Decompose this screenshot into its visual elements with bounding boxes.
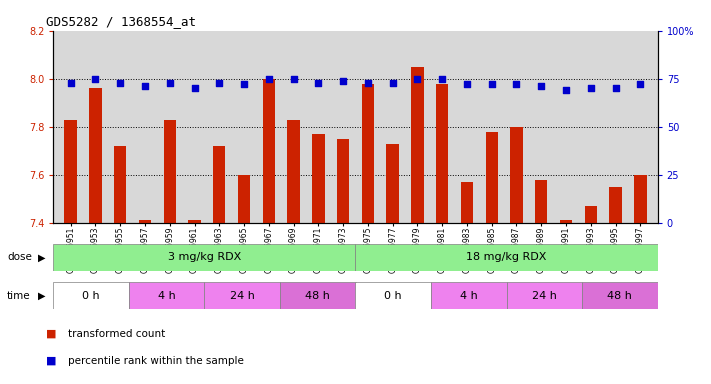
Point bbox=[338, 78, 349, 84]
Text: 24 h: 24 h bbox=[532, 291, 557, 301]
Text: percentile rank within the sample: percentile rank within the sample bbox=[68, 356, 243, 366]
Text: GDS5282 / 1368554_at: GDS5282 / 1368554_at bbox=[46, 15, 196, 28]
Point bbox=[461, 81, 473, 88]
Bar bbox=[560, 220, 572, 223]
Point bbox=[387, 79, 398, 86]
Bar bbox=[411, 67, 424, 223]
Point bbox=[288, 76, 299, 82]
Bar bbox=[461, 182, 473, 223]
Text: 18 mg/kg RDX: 18 mg/kg RDX bbox=[466, 252, 547, 262]
Point bbox=[437, 76, 448, 82]
Text: 4 h: 4 h bbox=[460, 291, 478, 301]
Text: transformed count: transformed count bbox=[68, 329, 165, 339]
Text: 0 h: 0 h bbox=[82, 291, 100, 301]
Point bbox=[114, 79, 126, 86]
Text: 48 h: 48 h bbox=[607, 291, 632, 301]
Point bbox=[560, 87, 572, 93]
Bar bbox=[506, 282, 582, 309]
Bar bbox=[205, 282, 280, 309]
Text: 4 h: 4 h bbox=[158, 291, 176, 301]
Point bbox=[213, 79, 225, 86]
Bar bbox=[287, 119, 300, 223]
Bar bbox=[164, 119, 176, 223]
Bar bbox=[431, 282, 506, 309]
Text: ■: ■ bbox=[46, 356, 57, 366]
Text: ▶: ▶ bbox=[38, 291, 46, 301]
Point bbox=[585, 85, 597, 91]
Text: 24 h: 24 h bbox=[230, 291, 255, 301]
Text: ▶: ▶ bbox=[38, 252, 46, 262]
Point bbox=[362, 79, 373, 86]
Point bbox=[164, 79, 176, 86]
Point bbox=[139, 83, 151, 89]
Point bbox=[486, 81, 498, 88]
Bar bbox=[312, 134, 324, 223]
Bar bbox=[535, 180, 547, 223]
Bar bbox=[356, 244, 658, 271]
Point bbox=[412, 76, 423, 82]
Bar bbox=[53, 282, 129, 309]
Point bbox=[189, 85, 201, 91]
Text: time: time bbox=[7, 291, 31, 301]
Point bbox=[610, 85, 621, 91]
Text: dose: dose bbox=[7, 252, 32, 262]
Bar bbox=[53, 244, 356, 271]
Bar bbox=[486, 131, 498, 223]
Bar bbox=[362, 83, 374, 223]
Bar bbox=[114, 146, 127, 223]
Text: 48 h: 48 h bbox=[305, 291, 330, 301]
Bar bbox=[262, 79, 275, 223]
Bar bbox=[387, 144, 399, 223]
Bar bbox=[280, 282, 356, 309]
Point bbox=[313, 79, 324, 86]
Bar bbox=[634, 175, 646, 223]
Bar bbox=[90, 88, 102, 223]
Bar bbox=[436, 83, 449, 223]
Point bbox=[535, 83, 547, 89]
Bar bbox=[510, 127, 523, 223]
Bar bbox=[65, 119, 77, 223]
Bar bbox=[139, 220, 151, 223]
Bar bbox=[129, 282, 205, 309]
Text: 0 h: 0 h bbox=[385, 291, 402, 301]
Bar bbox=[582, 282, 658, 309]
Bar bbox=[213, 146, 225, 223]
Point bbox=[65, 79, 76, 86]
Bar bbox=[584, 206, 597, 223]
Point bbox=[263, 76, 274, 82]
Text: 3 mg/kg RDX: 3 mg/kg RDX bbox=[168, 252, 241, 262]
Bar bbox=[609, 187, 621, 223]
Text: ■: ■ bbox=[46, 329, 57, 339]
Bar bbox=[337, 139, 349, 223]
Point bbox=[635, 81, 646, 88]
Bar bbox=[238, 175, 250, 223]
Bar bbox=[188, 220, 201, 223]
Point bbox=[238, 81, 250, 88]
Point bbox=[90, 76, 101, 82]
Bar bbox=[356, 282, 431, 309]
Point bbox=[510, 81, 522, 88]
